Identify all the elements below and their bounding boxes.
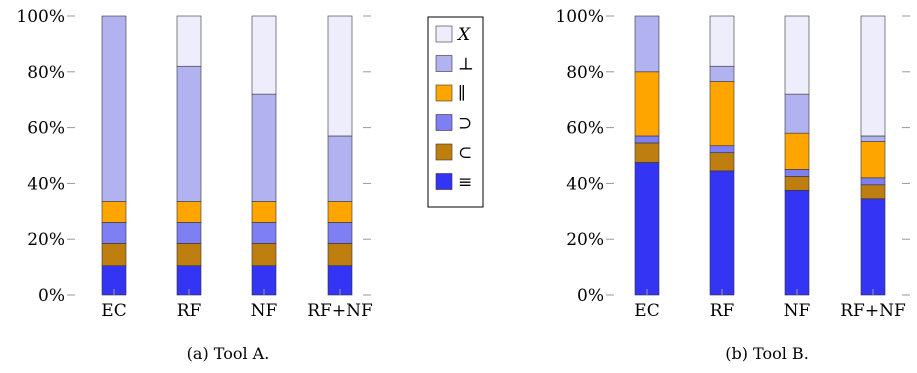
bar-segment <box>709 170 735 296</box>
bar-segment <box>860 141 886 179</box>
y-tick-label: 20% <box>566 230 604 250</box>
bar-segment <box>634 135 660 144</box>
bar-segment <box>784 169 810 177</box>
bar-segment <box>634 15 660 73</box>
bar-segment <box>176 65 202 202</box>
x-tick-label: EC <box>634 301 659 321</box>
bar-segment <box>251 15 277 95</box>
chart-tool-b: 0% 20% 40% 60% 80% 100% EC RF NF RF+NF <box>555 7 910 321</box>
y-tick-label: 40% <box>27 174 65 194</box>
bar-segment <box>327 15 353 137</box>
bar-segment <box>101 201 127 223</box>
y-tick-label: 40% <box>566 174 604 194</box>
bar-segment <box>860 15 886 137</box>
y-tick-label: 80% <box>27 63 65 83</box>
bar-segment <box>251 93 277 202</box>
legend-label: ⊥ <box>458 55 474 75</box>
bar-segment <box>709 65 735 82</box>
bar-segment <box>327 135 353 202</box>
y-tick-label: 0% <box>577 286 604 306</box>
x-tick-label: NF <box>251 301 278 321</box>
legend-swatch <box>435 114 453 131</box>
caption-tool-a: (a) Tool A. <box>187 344 270 363</box>
y-tick-label: 100% <box>555 7 604 27</box>
y-tick-label: 100% <box>16 7 65 27</box>
legend-swatch <box>435 84 453 102</box>
bar-segment <box>634 142 660 163</box>
y-tick-label: 80% <box>566 63 604 83</box>
legend-label: ≡ <box>458 173 472 193</box>
x-tick-label: RF+NF <box>840 301 906 321</box>
y-tick-label: 0% <box>38 286 65 306</box>
bar-segment <box>101 15 127 202</box>
bar-segment <box>176 15 202 67</box>
legend: X ⊥ ∥ ⊃ ⊂ ≡ <box>427 16 484 208</box>
bar-segment <box>327 243 353 267</box>
legend-swatch <box>435 143 453 161</box>
bar-segment <box>709 15 735 67</box>
legend-swatch <box>435 55 453 72</box>
bar-segment <box>709 145 735 154</box>
bar-segment <box>709 81 735 147</box>
bar-segment <box>784 93 810 134</box>
x-tick-label: NF <box>784 301 811 321</box>
y-tick-label: 60% <box>566 119 604 139</box>
bar-segment <box>634 71 660 137</box>
caption-tool-b: (b) Tool B. <box>725 344 809 363</box>
bar-segment <box>784 176 810 191</box>
legend-swatch <box>435 25 453 43</box>
bar-segment <box>101 222 127 244</box>
legend-label: ∥ <box>458 84 466 104</box>
x-tick-label: RF <box>177 301 202 321</box>
bar-segment <box>709 152 735 172</box>
legend-label: X <box>456 25 471 45</box>
bar-segment <box>784 15 810 95</box>
bar-segment <box>860 184 886 200</box>
chart-tool-a: 0% 20% 40% 60% 80% 100% EC RF NF RF+NF <box>16 7 373 321</box>
bar-segment <box>860 177 886 186</box>
bar-segment <box>784 132 810 170</box>
bar-segment <box>634 162 660 296</box>
legend-label: ⊃ <box>458 114 472 134</box>
bar-segment <box>101 243 127 267</box>
legend-swatch <box>435 173 453 190</box>
x-tick-label: RF <box>710 301 735 321</box>
bar-segment <box>327 222 353 244</box>
bar-segment <box>327 201 353 223</box>
y-tick-label: 20% <box>27 230 65 250</box>
x-tick-label: EC <box>101 301 126 321</box>
y-tick-label: 60% <box>27 119 65 139</box>
bar-segment <box>251 201 277 223</box>
bar-segment <box>860 135 886 142</box>
bar-segment <box>860 198 886 296</box>
x-tick-label: RF+NF <box>307 301 373 321</box>
bar-segment <box>251 222 277 244</box>
bar-segment <box>176 243 202 267</box>
legend-label: ⊂ <box>458 143 472 163</box>
bar-segment <box>251 243 277 267</box>
bar-segment <box>176 222 202 244</box>
bar-segment <box>784 190 810 296</box>
bar-segment <box>176 201 202 223</box>
